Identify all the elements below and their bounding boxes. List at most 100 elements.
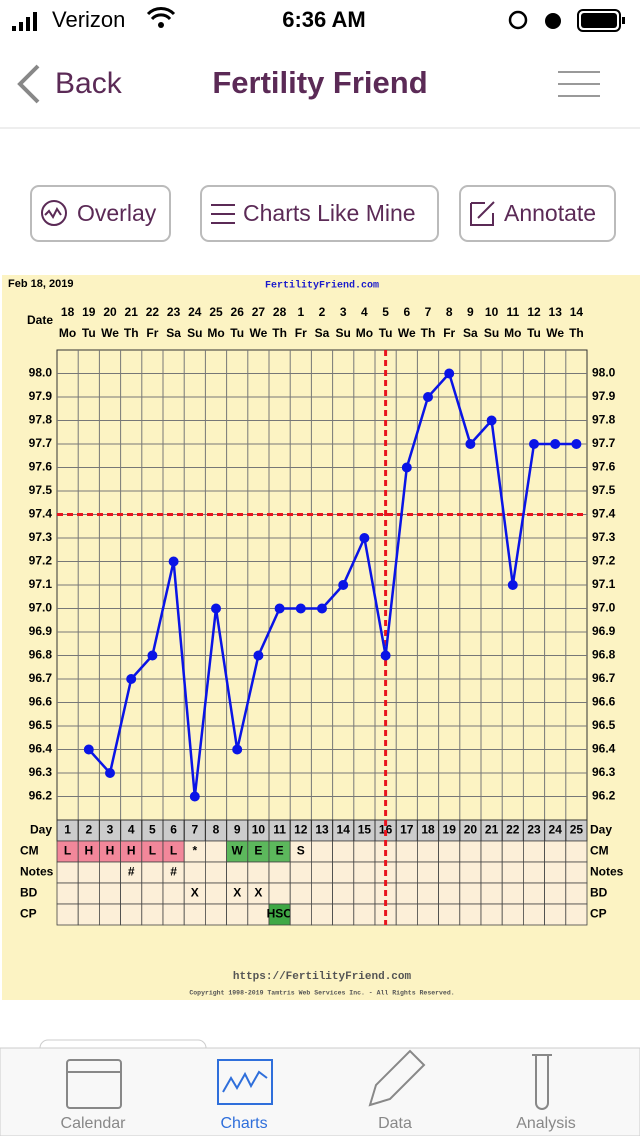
y-tick-label: 97.4: [592, 507, 616, 521]
tab-label[interactable]: Calendar: [61, 1115, 127, 1132]
table-cell: [480, 903, 503, 926]
temp-point: [444, 368, 455, 379]
cell-text: #: [128, 865, 135, 879]
weekday-label: Su: [336, 326, 351, 340]
table-cell: [438, 840, 461, 863]
table-cell: [523, 882, 546, 905]
y-tick-label: 96.5: [592, 718, 616, 732]
table-cell: [56, 882, 79, 905]
table-cell: [162, 882, 185, 905]
tab-label[interactable]: Charts: [220, 1115, 267, 1132]
day-number: 11: [273, 823, 286, 837]
weekday-label: Mo: [356, 326, 373, 340]
table-cell: [56, 861, 79, 884]
y-tick-label: 96.8: [592, 648, 616, 662]
table-cell: [289, 861, 312, 884]
temp-point: [211, 603, 221, 614]
table-cell: [56, 903, 79, 926]
temp-point: [423, 392, 433, 402]
temp-point: [465, 439, 476, 449]
button-label[interactable]: Overlay: [77, 200, 157, 226]
table-cell: [416, 882, 439, 905]
weekday-label: Tu: [527, 326, 541, 340]
weekday-label: Th: [124, 326, 139, 340]
table-cell: [523, 861, 546, 884]
date-label: 11: [506, 305, 519, 319]
row-label: BD: [20, 886, 38, 900]
table-cell: [141, 903, 164, 926]
date-label: Date: [27, 313, 53, 327]
weekday-label: We: [101, 326, 119, 340]
charts-like-mine-button[interactable]: [200, 185, 439, 242]
back-chevron[interactable]: [17, 64, 40, 104]
tab-label[interactable]: Data: [378, 1115, 412, 1132]
tab-bar: [0, 1047, 640, 1136]
temp-line: [87, 371, 577, 797]
day-number: 2: [85, 823, 92, 837]
y-tick-label: 96.9: [29, 624, 53, 638]
day-number: 9: [234, 823, 241, 837]
day-number: 5: [149, 823, 156, 837]
table-cell: [459, 882, 482, 905]
y-tick-label: 97.7: [592, 436, 616, 450]
table-cell: [310, 861, 333, 884]
temp-point: [295, 603, 306, 614]
day-number: 16: [379, 823, 393, 837]
day-number: 18: [421, 823, 435, 837]
temp-point: [253, 650, 264, 661]
back-button[interactable]: Back: [55, 67, 123, 100]
overlay-button[interactable]: [30, 185, 171, 242]
y-tick-label: 96.3: [592, 765, 616, 779]
day-number: 21: [485, 823, 499, 837]
y-tick-label: 96.2: [592, 789, 616, 803]
date-label: 21: [125, 305, 139, 319]
table-cell: [501, 861, 524, 884]
table-cell: [395, 882, 418, 905]
button-label[interactable]: Charts Like Mine: [243, 200, 416, 226]
annotate-button[interactable]: [459, 185, 616, 242]
table-cell: [141, 882, 164, 905]
y-tick-label: 97.1: [592, 577, 616, 591]
weekday-label: Mo: [207, 326, 224, 340]
y-tick-label: 96.7: [592, 671, 616, 685]
table-cell: [523, 840, 546, 863]
y-tick-label: 96.2: [29, 789, 53, 803]
time: 6:36 AM: [282, 7, 366, 32]
date-label: 3: [340, 305, 347, 319]
cell-text: H: [106, 844, 115, 858]
footer-url: https://FertilityFriend.com: [233, 971, 412, 983]
table-cell: [332, 903, 355, 926]
table-cell: [459, 903, 482, 926]
weekday-label: Th: [569, 326, 584, 340]
temp-point: [147, 650, 158, 661]
date-label: 14: [570, 305, 584, 319]
table-cell: [459, 861, 482, 884]
cell-text: E: [276, 844, 284, 858]
y-tick-label: 97.6: [592, 460, 616, 474]
table-cell: [480, 861, 503, 884]
date-label: 5: [382, 305, 389, 319]
cell-text: W: [232, 844, 244, 858]
day-number: 19: [443, 823, 457, 837]
nav-title: Fertility Friend: [212, 65, 427, 100]
menu-icon[interactable]: [558, 71, 600, 97]
table-cell: [77, 882, 100, 905]
cell-text: HSO: [267, 907, 293, 921]
weekday-label: Sa: [166, 326, 181, 340]
y-tick-label: 96.3: [29, 765, 53, 779]
tab-label[interactable]: Analysis: [516, 1115, 576, 1132]
date-label: 25: [209, 305, 223, 319]
date-label: 28: [273, 305, 287, 319]
day-number: 20: [464, 823, 478, 837]
table-cell: [544, 840, 567, 863]
cell-text: L: [149, 844, 156, 858]
cell-text: X: [233, 886, 241, 900]
row-label: Notes: [590, 865, 624, 879]
weekday-label: Mo: [59, 326, 76, 340]
table-cell: [353, 840, 376, 863]
table-cell: [99, 861, 122, 884]
button-label[interactable]: Annotate: [504, 200, 596, 226]
carrier: Verizon: [52, 7, 125, 32]
weekday-label: Th: [421, 326, 436, 340]
